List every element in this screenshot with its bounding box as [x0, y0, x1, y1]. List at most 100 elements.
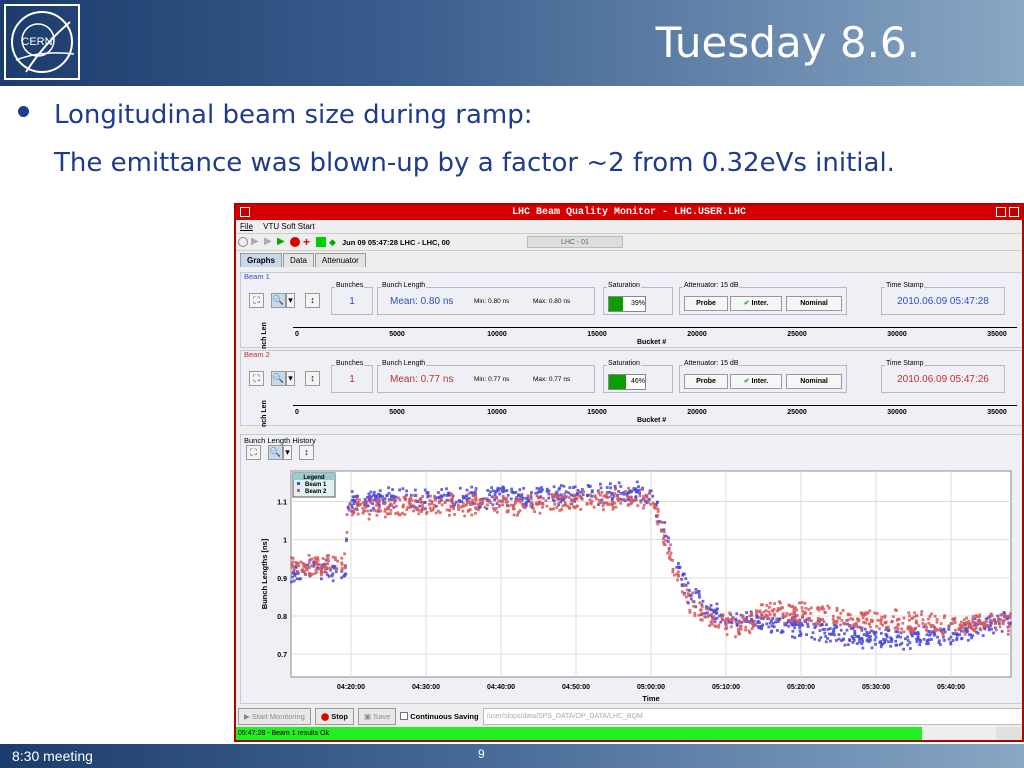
minimize-icon[interactable]	[996, 207, 1006, 217]
stop-button[interactable]: ⬤ Stop	[314, 707, 354, 725]
inter-button[interactable]: ✔ Inter.	[730, 374, 782, 389]
data-point	[504, 500, 508, 504]
data-point	[493, 493, 497, 497]
data-point	[451, 502, 455, 506]
data-point	[440, 488, 444, 491]
data-point	[851, 617, 855, 621]
window-menu-icon[interactable]	[240, 207, 250, 217]
start-monitoring-button[interactable]: ▶ Start Monitoring	[238, 707, 311, 725]
lhc-selector-field[interactable]: LHC - 01	[526, 236, 623, 248]
data-point	[745, 615, 749, 619]
step-forward-icon[interactable]: ▶	[251, 236, 259, 247]
inter-button[interactable]: ✔ Inter.	[730, 296, 782, 311]
data-point	[867, 622, 871, 626]
reset-zoom-icon[interactable]: ⛶	[246, 445, 261, 460]
data-point	[387, 491, 391, 495]
data-point	[686, 592, 690, 595]
zoom-dropdown-icon[interactable]: ▾	[283, 445, 292, 460]
data-point	[301, 568, 305, 572]
data-point	[518, 500, 522, 504]
data-point	[697, 592, 701, 596]
settings-icon[interactable]	[238, 237, 248, 247]
skip-icon[interactable]: ▶	[264, 236, 272, 247]
data-point	[686, 600, 689, 604]
data-point	[792, 613, 796, 616]
zoom-dropdown-icon[interactable]: ▾	[286, 293, 295, 308]
nominal-button[interactable]: Nominal	[786, 374, 842, 389]
tab-data[interactable]: Data	[283, 253, 314, 267]
tab-graphs[interactable]: Graphs	[240, 253, 283, 267]
data-point	[348, 503, 352, 507]
data-point	[378, 505, 382, 509]
zoom-icon[interactable]: 🔍	[268, 445, 283, 460]
data-point	[916, 633, 920, 637]
data-point	[320, 571, 324, 574]
data-point	[704, 605, 708, 609]
data-point	[569, 493, 573, 497]
add-icon[interactable]: +	[303, 235, 311, 249]
zoom-icon[interactable]: 🔍	[271, 293, 286, 308]
nominal-button[interactable]: Nominal	[786, 296, 842, 311]
timestamp-value: 2010.06.09 05:47:26	[897, 374, 989, 385]
data-point	[295, 577, 299, 581]
data-point	[860, 628, 864, 632]
play-icon[interactable]: ▶	[277, 236, 285, 247]
vertical-scale-icon[interactable]: ↕	[305, 371, 320, 386]
zoom-icon[interactable]: 🔍	[271, 371, 286, 386]
data-point	[391, 498, 395, 501]
reset-zoom-icon[interactable]: ⛶	[249, 371, 264, 386]
bullet-text: Longitudinal beam size during ramp:	[54, 100, 533, 130]
data-point	[805, 617, 809, 621]
data-point	[638, 494, 642, 498]
data-point	[793, 626, 797, 630]
data-point	[567, 491, 571, 495]
data-point	[738, 621, 741, 625]
menu-vtu-soft-start[interactable]: VTU Soft Start	[263, 222, 315, 231]
stop-icon: ⬤	[320, 711, 332, 721]
data-point	[588, 498, 592, 502]
data-point	[669, 558, 672, 561]
data-point	[935, 618, 939, 621]
data-point	[356, 500, 360, 504]
data-point	[846, 643, 850, 647]
probe-button[interactable]: Probe	[684, 374, 728, 389]
zoom-dropdown-icon[interactable]: ▾	[286, 371, 295, 386]
data-point	[710, 619, 714, 623]
save-path-input[interactable]: /user/slops/data/SPS_DATA/OP_DATA/LHC_BQ…	[482, 707, 1022, 725]
data-point	[402, 503, 405, 507]
bucket-axis-title: Bucket #	[637, 339, 667, 346]
checkbox-icon[interactable]	[400, 712, 409, 720]
data-point	[403, 495, 407, 499]
data-point	[983, 622, 987, 626]
continuous-saving-checkbox[interactable]: Continuous Saving	[400, 712, 479, 721]
tab-attenuator[interactable]: Attenuator	[314, 253, 366, 267]
probe-button[interactable]: Probe	[684, 296, 728, 311]
data-point	[547, 496, 551, 500]
stop-icon[interactable]	[290, 237, 300, 247]
data-point	[308, 558, 312, 562]
data-point	[629, 490, 633, 494]
data-point	[708, 613, 712, 617]
data-point	[313, 559, 317, 562]
menu-file[interactable]: File	[240, 222, 253, 231]
save-button[interactable]: ▣ Save	[357, 707, 397, 725]
data-point	[383, 497, 387, 501]
resize-grip-icon[interactable]	[996, 727, 1022, 740]
vertical-scale-icon[interactable]: ↕	[305, 293, 320, 308]
data-point	[755, 613, 759, 617]
data-point	[884, 627, 888, 631]
data-point	[818, 629, 822, 632]
data-point	[927, 642, 930, 646]
data-point	[649, 502, 653, 506]
data-point	[647, 497, 651, 501]
data-point	[791, 629, 795, 633]
close-icon[interactable]	[1009, 207, 1019, 217]
data-point	[541, 496, 545, 500]
data-point	[343, 566, 347, 570]
data-point	[958, 633, 962, 637]
data-point	[656, 510, 660, 513]
reset-zoom-icon[interactable]: ⛶	[249, 293, 264, 308]
data-point	[317, 562, 321, 566]
data-point	[1007, 629, 1010, 633]
vertical-scale-icon[interactable]: ↕	[299, 445, 314, 460]
